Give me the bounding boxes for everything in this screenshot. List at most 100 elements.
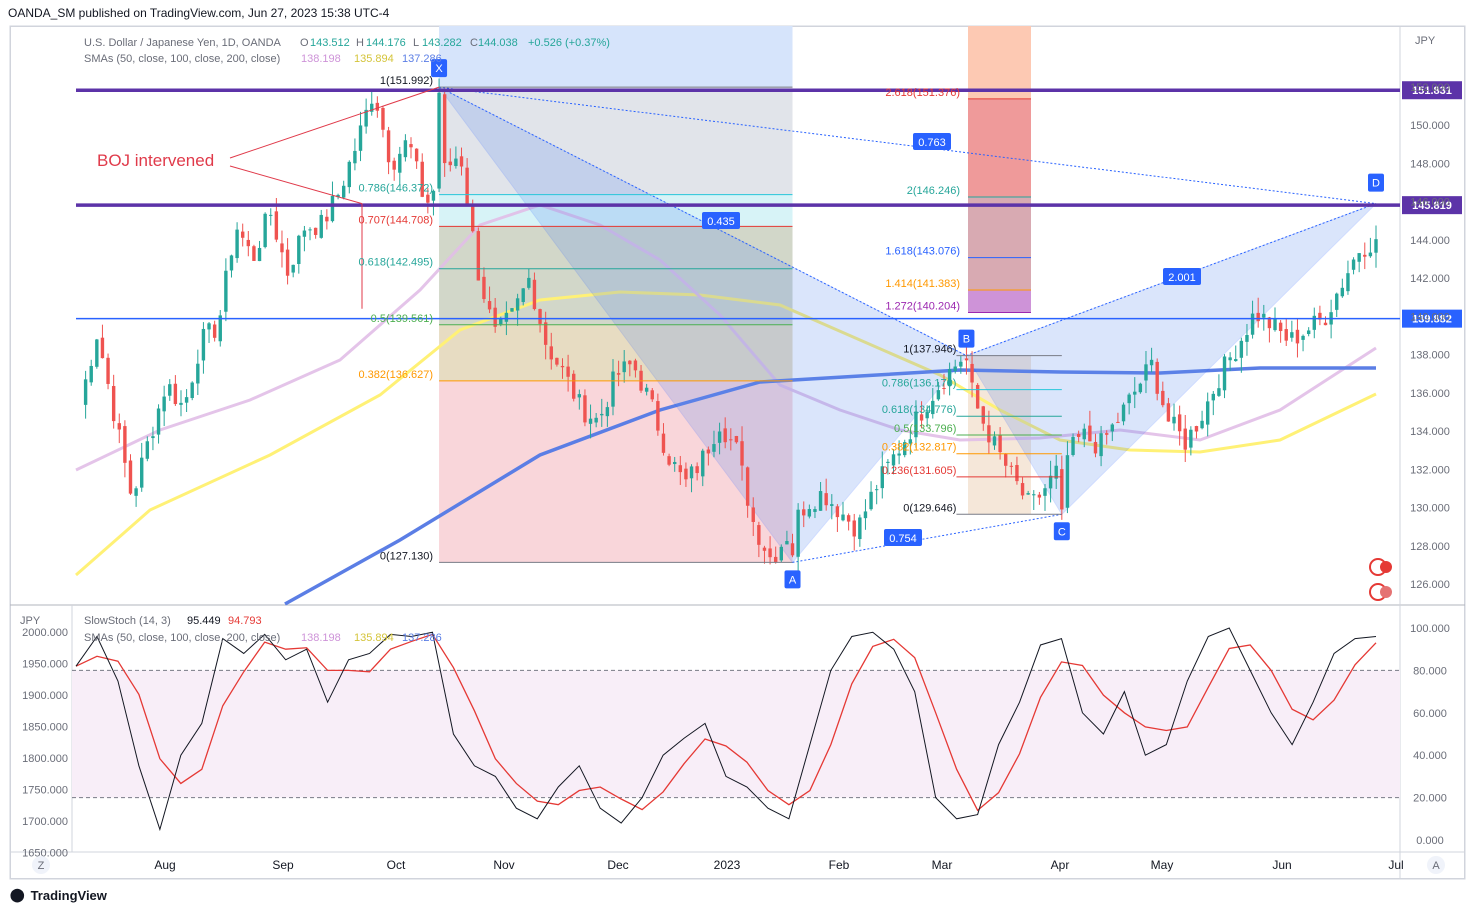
stoch-label: SlowStoch (14, 3) (84, 615, 171, 627)
candle-body (785, 541, 789, 545)
candle-body (313, 227, 318, 235)
candle-body (269, 214, 273, 216)
candle-body (224, 270, 228, 312)
fib-bc-label: 1(137.946) (903, 344, 956, 356)
candle-body (1323, 322, 1328, 326)
candle-body (145, 441, 150, 459)
candle-body (1222, 356, 1227, 391)
point-badge[interactable] (1368, 173, 1384, 192)
candle-body (83, 379, 88, 405)
ratio-badge-box[interactable] (884, 529, 922, 546)
candle-body (729, 439, 733, 441)
candle-body (476, 231, 481, 281)
candle-body (762, 547, 767, 551)
candle-body (1267, 317, 1272, 329)
candle-body (241, 231, 245, 238)
price-tick-label: 132.000 (1410, 464, 1450, 476)
sma50-line (75, 203, 1377, 472)
tradingview-footer[interactable]: ⬤ TradingView (10, 887, 107, 903)
candle-body (527, 277, 531, 288)
candle-body (1009, 465, 1014, 467)
candle-body (1318, 312, 1322, 320)
osc-tick-label: 20.000 (1413, 793, 1447, 805)
candle-body (482, 276, 486, 300)
flag-events-icon[interactable] (1369, 558, 1392, 601)
ratio-badge[interactable]: 0.435 (702, 212, 740, 229)
osc-left-tick-label: 1900.000 (22, 690, 68, 702)
candle-body (123, 426, 127, 463)
ext-zone-2 (968, 196, 1031, 290)
point-badge-label: C (1058, 526, 1066, 538)
fib-xa-label: 0.5(139.561) (371, 313, 433, 325)
candle-body (779, 546, 783, 561)
pattern-point-d[interactable]: D (1368, 173, 1384, 192)
pattern-point-x[interactable]: X (431, 59, 448, 78)
candle-body (442, 94, 447, 164)
candle-body (796, 509, 800, 557)
candle-body (1295, 329, 1300, 344)
candle-body (891, 454, 896, 466)
fib-zone-5 (439, 380, 793, 563)
ratio-badge-box[interactable] (702, 212, 740, 229)
sma100-value: 135.894 (354, 53, 394, 65)
candle-body (1161, 390, 1165, 406)
candle-body (628, 360, 632, 365)
svg-text:A: A (1432, 860, 1440, 872)
point-badge[interactable] (1053, 522, 1070, 541)
candle-body (330, 195, 335, 222)
price-tag-box[interactable] (1402, 196, 1462, 215)
candle-body (1149, 359, 1154, 366)
candle-body (1121, 404, 1126, 422)
pattern-point-a[interactable]: A (784, 570, 801, 589)
candle-body (1093, 441, 1098, 454)
fib-bc-label: 0.382(132.817) (882, 442, 957, 454)
point-badge[interactable] (431, 59, 448, 78)
candle-body (229, 255, 234, 271)
point-badge[interactable] (784, 570, 801, 589)
boj-annotation[interactable]: BOJ intervened (97, 151, 214, 170)
candle-body (353, 150, 357, 164)
candle-body (1065, 455, 1070, 508)
candle-body (151, 436, 155, 439)
price-tag-box[interactable] (1402, 81, 1462, 100)
sma200-value: 137.286 (402, 53, 442, 65)
ratio-badge[interactable]: 0.763 (913, 133, 951, 150)
point-badge-label: A (789, 574, 797, 586)
sma200-line (284, 366, 1376, 606)
osc-sma50: 138.198 (301, 632, 341, 644)
candle-body (869, 491, 873, 510)
osc-tick-label: 0.000 (1416, 835, 1444, 847)
candle-body (499, 318, 503, 325)
price-tag[interactable]: 139.882 (1402, 309, 1462, 328)
candle-body (925, 411, 929, 419)
auto-scale-button[interactable]: A (1427, 856, 1445, 874)
ratio-badge-box[interactable] (1163, 268, 1201, 285)
ext-zone-top (968, 26, 1031, 99)
candle-body (897, 453, 901, 456)
point-badge-label: X (435, 63, 443, 75)
pattern-point-c[interactable]: C (1053, 522, 1070, 541)
ratio-badge[interactable]: 0.754 (884, 529, 922, 546)
candle-body (1071, 436, 1075, 456)
fib-zone-1 (439, 87, 793, 195)
ratio-badge[interactable]: 2.001 (1163, 268, 1201, 285)
candle-body (493, 307, 497, 327)
pattern-point-b[interactable]: B (958, 329, 975, 348)
open-value: 143.512 (310, 37, 350, 49)
price-tag[interactable]: 151.831 (1402, 81, 1462, 100)
ratio-badge-label: 0.754 (889, 533, 917, 545)
candle-body (106, 357, 110, 384)
price-tag-box[interactable] (1402, 309, 1462, 328)
ratio-badge-box[interactable] (913, 133, 951, 150)
candle-body (903, 442, 907, 456)
candle-body (1205, 401, 1210, 425)
point-badge[interactable] (958, 329, 975, 348)
candle-body (471, 205, 475, 232)
candle-body (111, 386, 116, 422)
candle-body (218, 315, 222, 342)
price-tag[interactable]: 145.819 (1402, 196, 1462, 215)
candle-body (398, 153, 402, 173)
candle-body (465, 167, 469, 205)
zoom-button[interactable]: Z (32, 856, 50, 874)
